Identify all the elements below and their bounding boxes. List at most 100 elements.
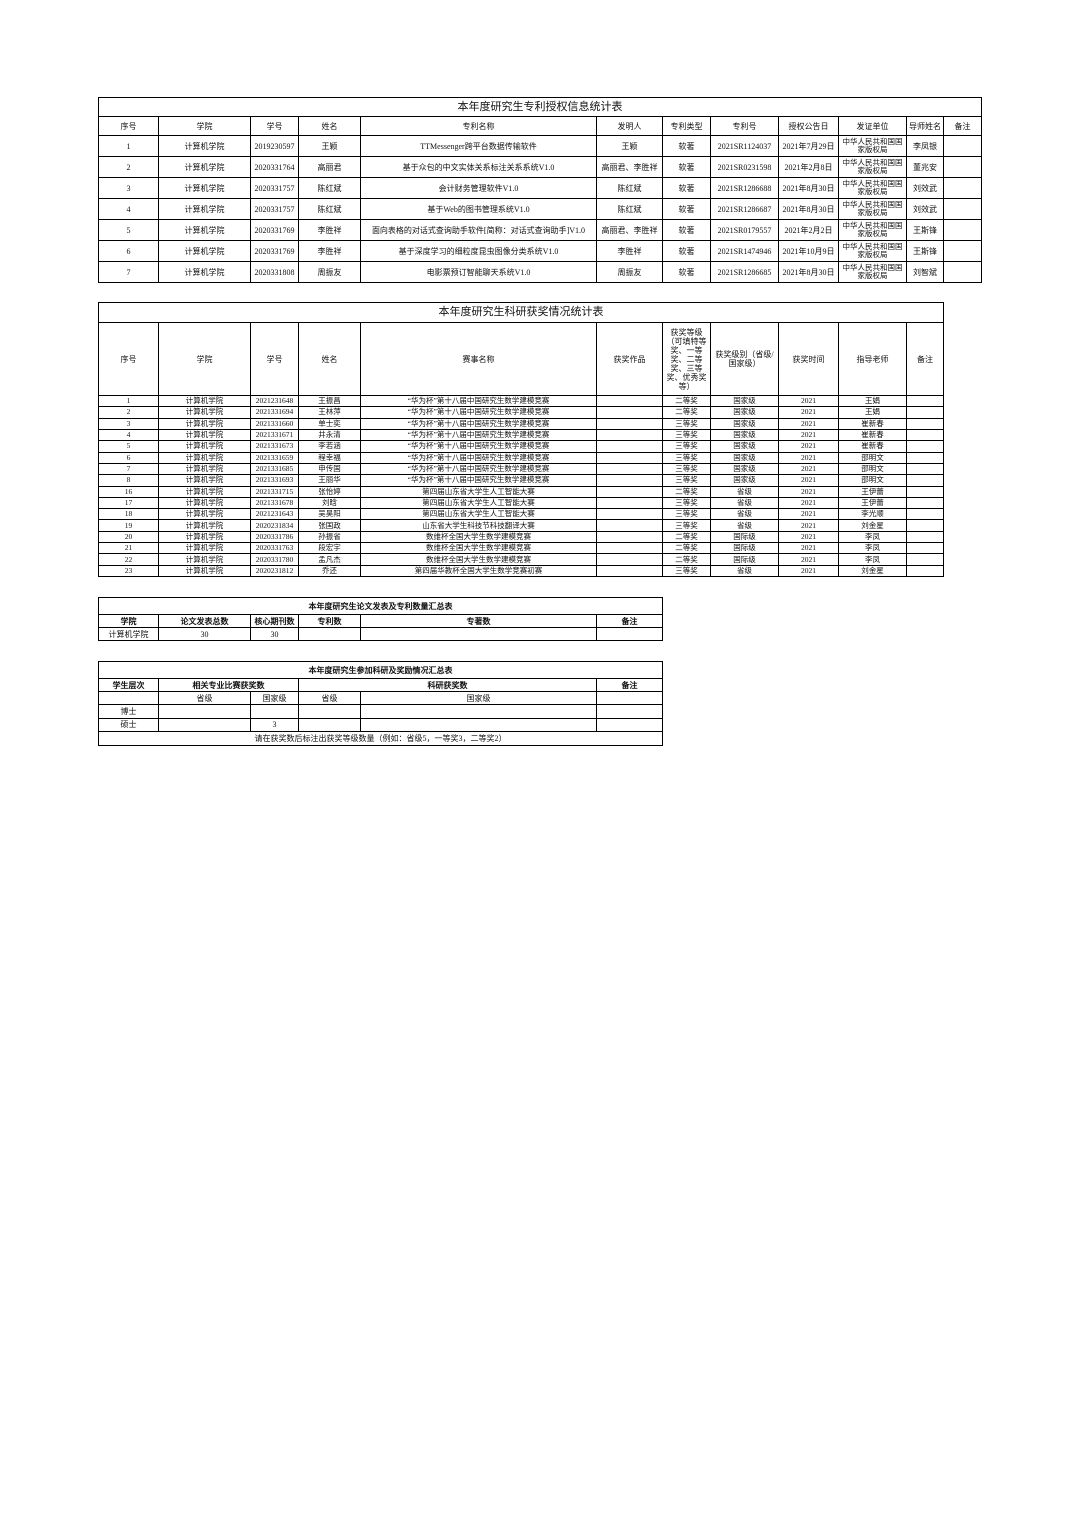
table-cell: 周振友 [596,261,663,283]
table-cell: 2021SR1286688 [710,177,779,199]
table-cell: 软著 [662,156,711,178]
table-cell: 王颖 [596,135,663,157]
table-cell [596,717,663,732]
table-title: 本年度研究生专利授权信息统计表 [98,97,982,117]
table-cell [943,156,982,178]
header-cell: 核心期刊数 [250,614,299,628]
table-cell [596,691,663,705]
table-cell: 2019230597 [250,135,299,157]
table-cell [250,704,299,719]
header-cell: 学生层次 [98,678,159,692]
table-cell: 基于深度学习的细粒度昆虫图像分类系统V1.0 [360,240,597,262]
table-cell [943,135,982,157]
table-cell: 软著 [662,135,711,157]
table-cell: 李胜祥 [298,219,361,241]
table-cell [360,717,597,732]
table-title: 本年度研究生科研获奖情况统计表 [98,302,944,323]
header-cell: 备注 [596,678,663,692]
table-title: 本年度研究生论文发表及专利数量汇总表 [98,597,663,615]
table-cell: 计算机学院 [158,198,251,220]
table-cell [98,691,159,705]
table-cell: 陈红斌 [298,177,361,199]
table-cell: 王颖 [298,135,361,157]
table-cell: 2021年8月30日 [778,177,839,199]
table-cell: 李凤银 [906,135,944,157]
header-cell: 科研获奖数 [298,678,597,692]
table-cell: 中华人民共和国国家版权局 [838,198,907,220]
table-cell [360,627,597,641]
header-cell: 专利名称 [360,116,597,136]
table-cell [298,717,361,732]
table-cell: 中华人民共和国国家版权局 [838,177,907,199]
table-cell: 5 [98,219,159,241]
table-cell: 董兆安 [906,156,944,178]
header-cell: 导师姓名 [906,116,944,136]
table-cell: 省级 [710,564,779,577]
table-cell: 李胜祥 [298,240,361,262]
table-cell [158,717,251,732]
table-cell: 中华人民共和国国家版权局 [838,135,907,157]
table-cell: 王斯锋 [906,219,944,241]
subheader-cell: 国家级 [250,691,299,705]
header-cell: 发证单位 [838,116,907,136]
table-cell: 2021SR0231598 [710,156,779,178]
table-cell [943,219,982,241]
header-cell: 专著数 [360,614,597,628]
table-cell: 2 [98,156,159,178]
table-cell: 高丽君、李胜祥 [596,156,663,178]
table-cell: 2020231812 [250,564,299,577]
table-cell: TTMessenger跨平台数据传输软件 [360,135,597,157]
header-cell: 发明人 [596,116,663,136]
header-cell: 序号 [98,116,159,136]
table-cell: 23 [98,564,159,577]
header-cell: 学院 [98,614,159,628]
header-cell: 获奖级别（省级/国家级） [710,322,779,396]
table-cell: 2020331769 [250,219,299,241]
table-cell: 硕士 [98,717,159,732]
table-cell: 2021年10月9日 [778,240,839,262]
table-cell [158,704,251,719]
table-cell: 中华人民共和国国家版权局 [838,156,907,178]
table-cell [596,564,663,577]
table-cell: 高丽君、李胜祥 [596,219,663,241]
table-cell: 面向表格的对话式查询助手软件[简称：对话式查询助手]V1.0 [360,219,597,241]
table-cell: 2020331808 [250,261,299,283]
header-cell: 姓名 [298,322,361,396]
table-cell: 2021SR1286687 [710,198,779,220]
header-cell: 序号 [98,322,159,396]
table-cell: 计算机学院 [158,564,251,577]
table-cell: 计算机学院 [158,261,251,283]
header-cell: 论文发表总数 [158,614,251,628]
table-cell: 软著 [662,240,711,262]
table-cell: 计算机学院 [98,627,159,641]
table-cell: 3 [250,717,299,732]
table-cell: 软著 [662,177,711,199]
table-cell [298,627,361,641]
table-cell: 4 [98,198,159,220]
subheader-cell: 国家级 [360,691,597,705]
table-cell: 2020331764 [250,156,299,178]
table-cell: 30 [250,627,299,641]
table-cell: 第四届华教杯全国大学生数学竞赛初赛 [360,564,597,577]
table-cell: 2021年2月2日 [778,219,839,241]
table-cell [360,704,597,719]
table-cell [298,704,361,719]
table-cell: 2021SR1124037 [710,135,779,157]
table-cell: 6 [98,240,159,262]
header-cell: 获奖作品 [596,322,663,396]
header-cell: 学号 [250,322,299,396]
table-cell: 三等奖 [662,564,711,577]
table-cell: 刘效武 [906,198,944,220]
table-cell: 王斯锋 [906,240,944,262]
table-cell: 基于Web的图书管理系统V1.0 [360,198,597,220]
table-cell: 乔还 [298,564,361,577]
table-cell: 周振友 [298,261,361,283]
header-cell: 获奖时间 [778,322,839,396]
header-cell: 专利号 [710,116,779,136]
table-cell: 计算机学院 [158,177,251,199]
header-cell: 授权公告日 [778,116,839,136]
table-cell: 2021SR1474946 [710,240,779,262]
header-cell: 学院 [158,322,251,396]
table-cell: 陈红斌 [596,198,663,220]
